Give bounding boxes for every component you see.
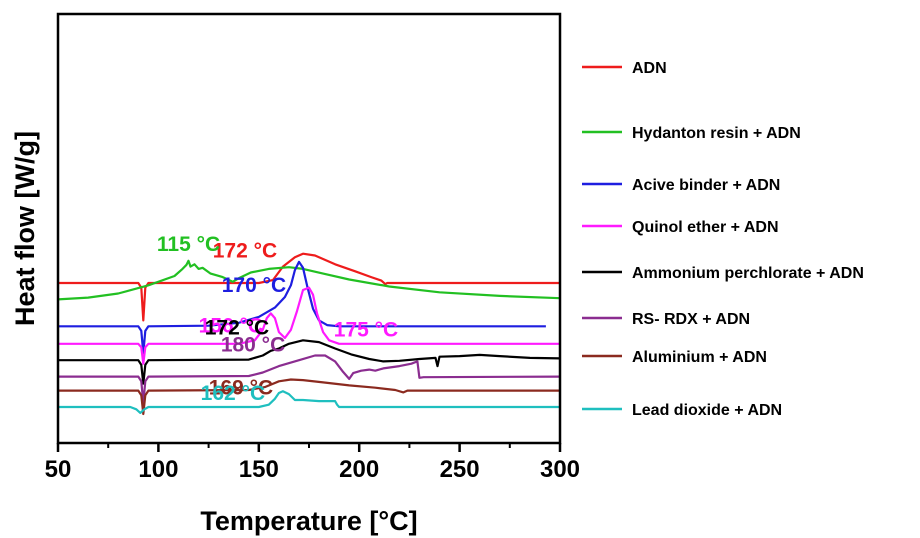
series-line-lead-dioxide-adn	[58, 390, 560, 414]
curves-layer	[57, 252, 561, 416]
peak-label-hydanton-resin-adn: 115 °C	[157, 233, 220, 256]
series-line-adn	[58, 252, 560, 322]
x-tick-label-250: 250	[440, 456, 480, 483]
peak-label-acive-binder-adn: 170 °C	[222, 274, 286, 297]
peak-label-adn: 172 °C	[213, 240, 277, 263]
peak-label-aluminium-adn: 169 °C	[209, 377, 273, 400]
series-line-quinol-ether-adn	[58, 286, 560, 365]
peak-label-quinol-ether-adn: 156 °C	[199, 314, 263, 337]
legend-label-adn: ADN	[632, 60, 667, 77]
legend: ADN Hydanton resin + ADN Acive binder + AD…	[582, 60, 864, 419]
x-tick-label-200: 200	[339, 456, 379, 483]
plot-frame	[56, 12, 562, 445]
x-axis-label: Temperature [°C]	[200, 506, 417, 536]
peak-label-lead-dioxide-adn: 162 °C	[201, 382, 265, 405]
series-line-hydanton-resin-adn	[57, 259, 561, 301]
x-tick-label-50: 50	[45, 456, 72, 483]
legend-label-ammonium-perchlorate-adn: Ammonium perchlorate + ADN	[632, 265, 864, 282]
x-tick-label-150: 150	[239, 456, 279, 483]
legend-label-lead-dioxide-adn: Lead dioxide + ADN	[632, 402, 782, 419]
legend-label-rs-rdx-adn: RS- RDX + ADN	[632, 311, 750, 328]
x-axis: 50 100 150 200 250 300	[45, 443, 580, 483]
legend-label-hydanton-resin-adn: Hydanton resin + ADN	[632, 125, 801, 142]
series-line-rs-rdx-adn	[58, 354, 561, 405]
y-axis-label: Heat flow [W/g]	[10, 131, 40, 326]
legend-label-aluminium-adn: Aluminium + ADN	[632, 349, 767, 366]
x-tick-label-300: 300	[540, 456, 580, 483]
peak-label-quinol-ether-adn-2: 175 °C	[334, 319, 398, 342]
legend-label-quinol-ether-adn: Quinol ether + ADN	[632, 219, 779, 236]
series-line-ammonium-perchlorate-adn	[58, 339, 561, 385]
x-tick-label-100: 100	[138, 456, 178, 483]
peak-label-ammonium-perchlorate-adn: 172 °C	[205, 316, 269, 339]
peak-label-rs-rdx-adn: 180 °C	[221, 334, 285, 357]
legend-label-acive-binder-adn: Acive binder + ADN	[632, 177, 780, 194]
